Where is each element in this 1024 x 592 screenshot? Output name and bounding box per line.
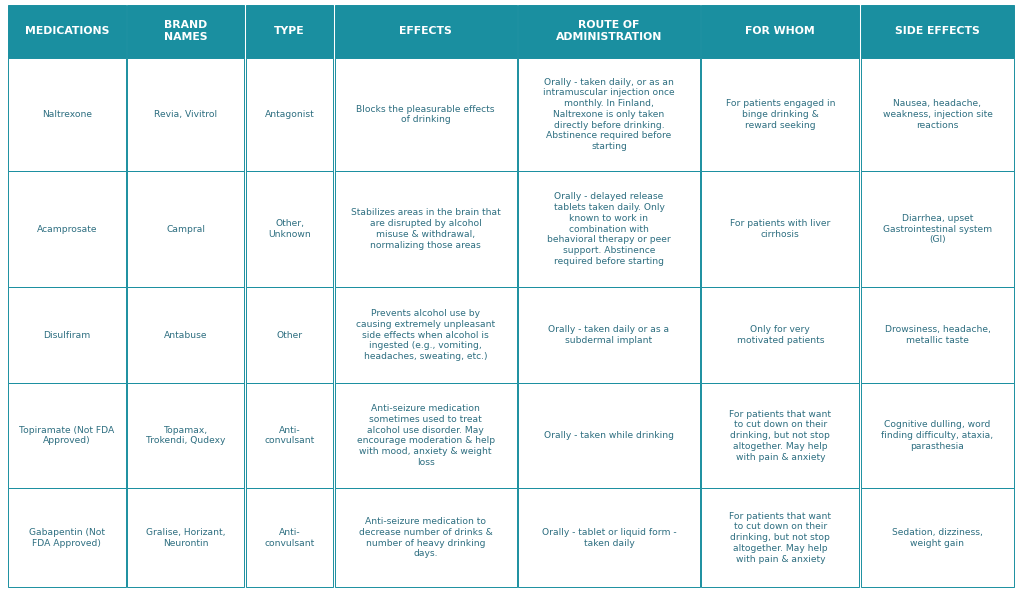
Bar [701,287,859,383]
Bar [860,383,1015,488]
Text: Cognitive dulling, word
finding difficulty, ataxia,
parasthesia: Cognitive dulling, word finding difficul… [882,420,993,451]
Bar [8,383,126,488]
Text: ROUTE OF
ADMINISTRATION: ROUTE OF ADMINISTRATION [556,20,663,43]
Text: EFFECTS: EFFECTS [399,27,452,36]
Bar [246,287,333,383]
Text: MEDICATIONS: MEDICATIONS [25,27,110,36]
Text: Orally - delayed release
tablets taken daily. Only
known to work in
combination : Orally - delayed release tablets taken d… [547,192,671,266]
Text: Disulfiram: Disulfiram [43,330,90,340]
Text: Drowsiness, headache,
metallic taste: Drowsiness, headache, metallic taste [885,325,990,345]
Text: BRAND
NAMES: BRAND NAMES [164,20,208,43]
Bar [518,383,699,488]
Bar [860,58,1015,171]
Bar [246,171,333,287]
Text: Orally - taken while drinking: Orally - taken while drinking [544,431,674,440]
Bar [127,171,245,287]
Text: Anti-seizure medication
sometimes used to treat
alcohol use disorder. May
encour: Anti-seizure medication sometimes used t… [356,404,495,467]
Bar [701,488,859,587]
Bar [127,383,245,488]
Bar [860,171,1015,287]
Text: Campral: Campral [166,224,205,234]
Bar [335,488,516,587]
Text: Orally - tablet or liquid form -
taken daily: Orally - tablet or liquid form - taken d… [542,528,676,548]
Bar [860,488,1015,587]
Text: Prevents alcohol use by
causing extremely unpleasant
side effects when alcohol i: Prevents alcohol use by causing extremel… [356,309,496,361]
Text: Diarrhea, upset
Gastrointestinal system
(GI): Diarrhea, upset Gastrointestinal system … [883,214,992,244]
Text: Anti-
convulsant: Anti- convulsant [264,528,314,548]
Text: For patients that want
to cut down on their
drinking, but not stop
altogether. M: For patients that want to cut down on th… [729,511,831,564]
Bar [8,58,126,171]
Bar [246,58,333,171]
Text: For patients with liver
cirrhosis: For patients with liver cirrhosis [730,219,830,239]
Bar [701,383,859,488]
Bar [701,58,859,171]
Bar [335,287,516,383]
Text: Topamax,
Trokendi, Qudexy: Topamax, Trokendi, Qudexy [146,426,225,445]
Text: Antabuse: Antabuse [164,330,208,340]
Text: For patients engaged in
binge drinking &
reward seeking: For patients engaged in binge drinking &… [726,99,835,130]
Bar [127,488,245,587]
Text: For patients that want
to cut down on their
drinking, but not stop
altogether. M: For patients that want to cut down on th… [729,410,831,462]
Bar [8,5,126,58]
Text: TYPE: TYPE [274,27,305,36]
Bar [127,5,245,58]
Bar [246,488,333,587]
Bar [518,488,699,587]
Text: Other,
Unknown: Other, Unknown [268,219,311,239]
Bar [8,171,126,287]
Text: Gralise, Horizant,
Neurontin: Gralise, Horizant, Neurontin [146,528,225,548]
Text: Naltrexone: Naltrexone [42,110,92,119]
Bar [518,58,699,171]
Bar [701,171,859,287]
Text: Only for very
motivated patients: Only for very motivated patients [736,325,824,345]
Bar [701,5,859,58]
Text: Stabilizes areas in the brain that
are disrupted by alcohol
misuse & withdrawal,: Stabilizes areas in the brain that are d… [350,208,501,250]
Text: Sedation, dizziness,
weight gain: Sedation, dizziness, weight gain [892,528,983,548]
Bar [860,287,1015,383]
Text: FOR WHOM: FOR WHOM [745,27,815,36]
Text: Acamprosate: Acamprosate [37,224,97,234]
Text: Other: Other [276,330,303,340]
Bar [335,58,516,171]
Text: SIDE EFFECTS: SIDE EFFECTS [895,27,980,36]
Bar [246,5,333,58]
Bar [246,383,333,488]
Text: Orally - taken daily or as a
subdermal implant: Orally - taken daily or as a subdermal i… [549,325,670,345]
Bar [860,5,1015,58]
Text: Blocks the pleasurable effects
of drinking: Blocks the pleasurable effects of drinki… [356,105,495,124]
Text: Orally - taken daily, or as an
intramuscular injection once
monthly. In Finland,: Orally - taken daily, or as an intramusc… [543,78,675,151]
Text: Anti-seizure medication to
decrease number of drinks &
number of heavy drinking
: Anti-seizure medication to decrease numb… [358,517,493,558]
Bar [518,171,699,287]
Bar [518,5,699,58]
Text: Anti-
convulsant: Anti- convulsant [264,426,314,445]
Bar [335,171,516,287]
Bar [127,58,245,171]
Text: Revia, Vivitrol: Revia, Vivitrol [155,110,217,119]
Bar [127,287,245,383]
Text: Gabapentin (Not
FDA Approved): Gabapentin (Not FDA Approved) [29,528,104,548]
Bar [335,5,516,58]
Bar [518,287,699,383]
Text: Topiramate (Not FDA
Approved): Topiramate (Not FDA Approved) [19,426,115,445]
Text: Nausea, headache,
weakness, injection site
reactions: Nausea, headache, weakness, injection si… [883,99,992,130]
Bar [8,287,126,383]
Bar [8,488,126,587]
Bar [335,383,516,488]
Text: Antagonist: Antagonist [264,110,314,119]
